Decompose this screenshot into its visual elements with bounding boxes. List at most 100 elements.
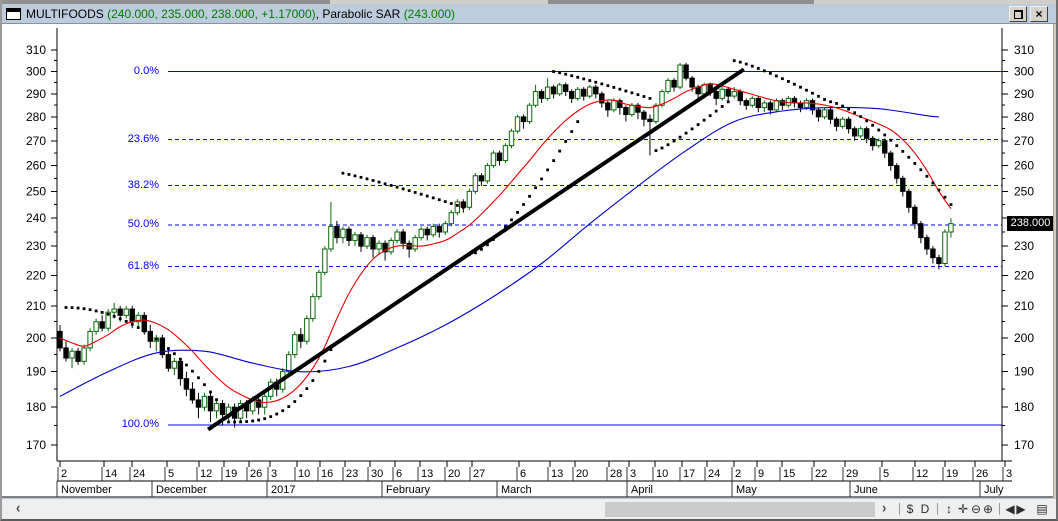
scroll-right-button[interactable]: › bbox=[882, 498, 887, 517]
parabolic-sar-dot bbox=[558, 149, 562, 153]
trendline[interactable] bbox=[206, 67, 745, 432]
candle-up bbox=[948, 223, 954, 233]
parabolic-sar-dot bbox=[239, 420, 242, 424]
date-day-label: 2 bbox=[61, 468, 67, 480]
candle-down bbox=[797, 102, 804, 109]
parabolic-sar-dot bbox=[787, 80, 790, 83]
candle-down bbox=[562, 84, 569, 93]
parabolic-sar-dot bbox=[347, 173, 351, 176]
candle-down bbox=[117, 308, 123, 316]
parabolic-sar-dot bbox=[293, 400, 297, 403]
candle-up bbox=[526, 104, 533, 123]
candle-up bbox=[611, 100, 617, 111]
title-ohlc-values: (240.000, 235.000, 238.000, +1.17000) bbox=[107, 6, 316, 21]
parabolic-sar-dot bbox=[221, 406, 224, 410]
parabolic-sar-dot bbox=[732, 59, 736, 63]
candle-down bbox=[713, 91, 719, 99]
parabolic-sar-dot bbox=[564, 140, 568, 143]
parabolic-sar-dot bbox=[82, 307, 86, 311]
candle-down bbox=[906, 190, 912, 208]
parabolic-sar-dot bbox=[215, 398, 218, 402]
price-scale-button[interactable]: $ bbox=[906, 502, 914, 516]
parabolic-sar-dot bbox=[594, 80, 598, 84]
candle-down bbox=[605, 102, 611, 111]
data-window-button[interactable]: ▤ bbox=[1036, 502, 1048, 516]
price-axis-label: 240 bbox=[26, 211, 46, 225]
candle-up bbox=[544, 86, 551, 99]
fibonacci-level-label: 50.0% bbox=[127, 218, 159, 231]
parabolic-sar-dot bbox=[931, 181, 935, 185]
parabolic-sar-dot bbox=[630, 91, 634, 95]
parabolic-sar-dot bbox=[702, 118, 706, 122]
parabolic-sar-dot bbox=[443, 200, 447, 204]
parabolic-sar-dot bbox=[516, 211, 519, 214]
parabolic-sar-dot bbox=[666, 143, 670, 147]
candle-up bbox=[328, 225, 334, 250]
parabolic-sar-dot bbox=[287, 405, 291, 408]
price-axis-label: 310 bbox=[1014, 43, 1034, 57]
candle-down bbox=[99, 321, 105, 329]
candle-down bbox=[641, 111, 647, 120]
candle-up bbox=[472, 175, 479, 192]
date-day-label: 3 bbox=[271, 468, 277, 480]
parabolic-sar-dot bbox=[179, 357, 182, 361]
candle-down bbox=[63, 347, 69, 359]
restore-button[interactable] bbox=[1009, 6, 1027, 22]
parabolic-sar-dot bbox=[588, 79, 592, 82]
candle-down bbox=[346, 228, 352, 241]
parabolic-sar-dot bbox=[823, 98, 826, 101]
date-day-label: 6 bbox=[396, 468, 402, 480]
price-axis-label: 180 bbox=[1014, 400, 1034, 414]
parabolic-sar-dot bbox=[762, 69, 766, 73]
parabolic-sar-dot bbox=[781, 77, 784, 81]
candle-down bbox=[496, 152, 503, 162]
parabolic-sar-dot bbox=[461, 205, 465, 209]
candle-up bbox=[418, 228, 424, 239]
candle-down bbox=[755, 97, 762, 109]
parabolic-sar-dot bbox=[793, 82, 796, 86]
parabolic-sar-dot bbox=[227, 414, 230, 418]
candle-down bbox=[918, 223, 924, 239]
price-axis-label: 250 bbox=[1014, 184, 1034, 198]
date-day-label: 19 bbox=[946, 468, 958, 480]
parabolic-sar-dot bbox=[160, 342, 164, 346]
parabolic-sar-dot bbox=[311, 379, 315, 382]
price-axis-label: 230 bbox=[1014, 239, 1034, 253]
candle-up bbox=[484, 165, 491, 182]
page-next-button[interactable]: ▶ bbox=[1016, 502, 1026, 516]
move-chart-button[interactable]: ✛ bbox=[957, 502, 969, 516]
parabolic-sar-dot bbox=[166, 347, 170, 350]
candle-up bbox=[213, 403, 220, 412]
candle-up bbox=[448, 212, 455, 225]
zoom-in-button[interactable]: ⊕ bbox=[982, 502, 994, 516]
candle-up bbox=[749, 97, 755, 106]
date-month-label: March bbox=[501, 484, 532, 496]
page-prev-button[interactable]: ◀ bbox=[1005, 502, 1015, 516]
candle-down bbox=[791, 97, 798, 104]
candle-down bbox=[189, 388, 196, 401]
title-bar[interactable]: MULTIFOODS (240.000, 235.000, 238.000, +… bbox=[2, 4, 1056, 24]
scrollbar-thumb[interactable] bbox=[605, 502, 875, 517]
candle-down bbox=[593, 86, 599, 95]
close-button[interactable]: × bbox=[1030, 6, 1048, 22]
parabolic-sar-dot bbox=[197, 376, 200, 380]
candle-up bbox=[388, 239, 394, 253]
parabolic-sar-dot bbox=[203, 383, 206, 387]
title-separator: , bbox=[315, 6, 323, 21]
title-indicator: Parabolic SAR bbox=[322, 6, 404, 21]
parabolic-sar-dot bbox=[257, 418, 261, 422]
scroll-left-button[interactable]: ‹ bbox=[16, 498, 21, 517]
candle-up bbox=[364, 237, 370, 247]
parabolic-sar-dot bbox=[817, 94, 820, 98]
parabolic-sar-dot bbox=[88, 308, 92, 312]
parabolic-sar-dot bbox=[323, 359, 327, 363]
parabolic-sar-dot bbox=[136, 326, 140, 330]
date-day-label: 6 bbox=[520, 468, 526, 480]
parabolic-sar-dot bbox=[756, 67, 760, 70]
candle-down bbox=[400, 231, 406, 244]
periodicity-daily-button[interactable]: D bbox=[920, 502, 930, 516]
parabolic-sar-dot bbox=[624, 89, 628, 93]
zoom-out-button[interactable]: ⊖ bbox=[970, 502, 982, 516]
parabolic-sar-dot bbox=[636, 93, 640, 97]
vertical-scale-button[interactable]: ↕ bbox=[946, 502, 952, 516]
